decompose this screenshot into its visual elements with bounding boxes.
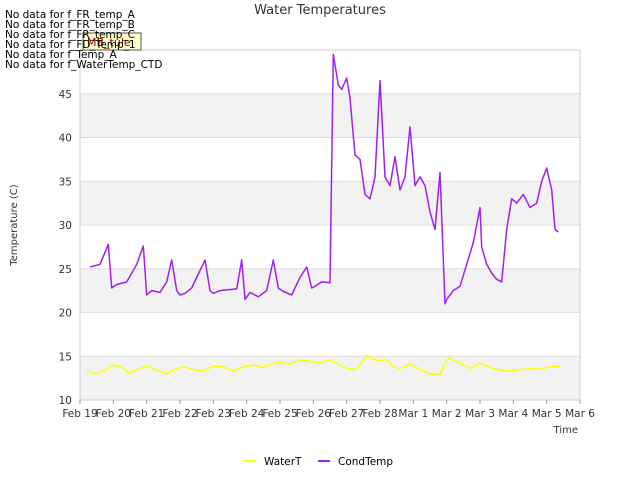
y-tick-label: 35 <box>59 176 72 188</box>
y-tick-label: 45 <box>59 89 72 101</box>
y-tick-label: 30 <box>59 220 72 232</box>
x-tick-label: Mar 3 <box>465 408 495 420</box>
background-band <box>80 93 580 138</box>
x-tick-label: Feb 28 <box>362 408 397 420</box>
y-tick-label: 15 <box>59 351 72 363</box>
no-data-message: No data for f_Temp_A <box>5 49 118 61</box>
background-bands <box>80 93 580 400</box>
x-tick-label: Feb 22 <box>162 408 197 420</box>
x-tick-label: Feb 23 <box>196 408 231 420</box>
x-tick-label: Feb 26 <box>296 408 332 420</box>
x-tick-label: Feb 20 <box>96 408 131 420</box>
x-tick-label: Feb 19 <box>62 408 97 420</box>
x-axis-label: Time <box>553 425 578 436</box>
tooltip-box: MB_tule <box>82 32 142 51</box>
y-tick-labels: 10 15 20 25 30 35 40 45 <box>59 89 72 407</box>
series-lines <box>86 53 561 376</box>
legend: WaterT CondTemp <box>244 456 393 468</box>
x-tick-label: Feb 27 <box>329 408 364 420</box>
tooltip-label: MB_tule <box>87 36 131 49</box>
x-tick-label: Mar 2 <box>432 408 462 420</box>
x-tick-label: Feb 21 <box>129 408 164 420</box>
series-line-condtemp <box>89 53 559 305</box>
x-tick-label: Mar 4 <box>498 408 528 420</box>
legend-label-watert: WaterT <box>264 456 302 468</box>
x-tick-label: Feb 25 <box>262 408 297 420</box>
no-data-message: No data for f_FR_temp_A <box>5 9 136 21</box>
no-data-messages: No data for f_FR_temp_A No data for f_FR… <box>5 9 162 71</box>
x-tick-label: Mar 1 <box>398 408 428 420</box>
y-axis-label: Temperature (C) <box>9 184 20 266</box>
background-band <box>80 356 580 400</box>
no-data-message: No data for f_FR_temp_C <box>5 29 135 41</box>
legend-label-condtemp: CondTemp <box>338 456 393 468</box>
x-tick-label: Mar 5 <box>532 408 562 420</box>
plot-frame <box>79 49 581 401</box>
chart-title: Water Temperatures <box>254 3 386 18</box>
tooltip-background <box>82 32 142 51</box>
no-data-message: No data for f_FD_Temp_1 <box>5 39 136 51</box>
y-tick-label: 25 <box>59 264 72 276</box>
no-data-message: No data for f_FR_temp_B <box>5 19 135 31</box>
background-band <box>80 181 580 225</box>
y-tick-label: 20 <box>59 308 72 320</box>
y-tick-label: 10 <box>59 395 72 407</box>
series-line-watert <box>86 354 561 376</box>
y-tick-label: 40 <box>59 133 72 145</box>
x-tick-label: Mar 6 <box>565 408 595 420</box>
no-data-message: No data for f_WaterTemp_CTD <box>5 59 162 71</box>
x-tick-label: Feb 24 <box>229 408 265 420</box>
